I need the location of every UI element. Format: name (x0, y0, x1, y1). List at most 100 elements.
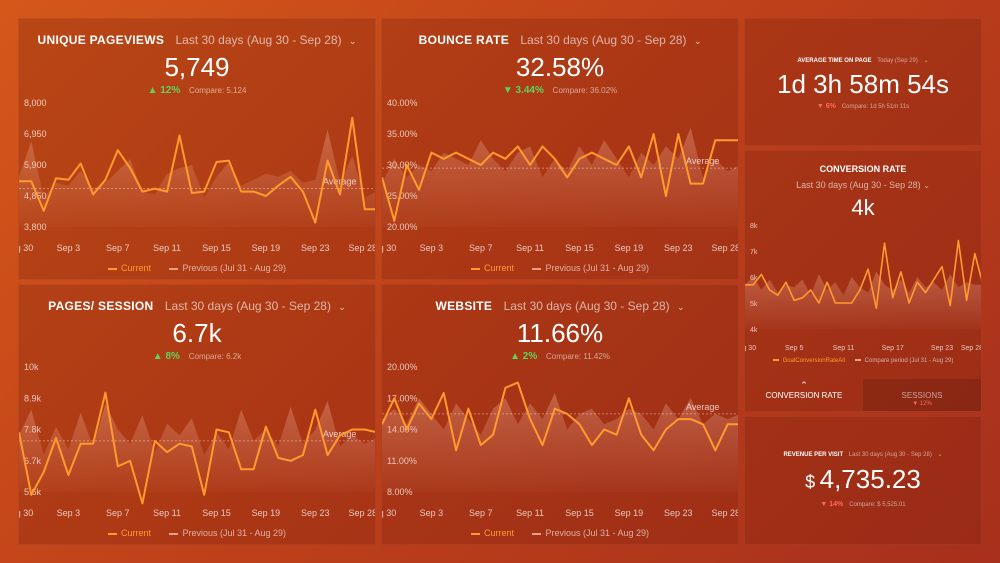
card-title: REVENUE PER VISIT (783, 452, 844, 458)
x-tick-label: Sep 19 (615, 243, 644, 253)
previous-series-area (382, 127, 738, 227)
current-series-line (745, 239, 981, 309)
x-tick-label: Sep 3 (420, 243, 444, 253)
legend-previous[interactable]: Previous (Jul 31 - Aug 29) (169, 528, 286, 538)
chevron-down-icon[interactable]: ⌄ (338, 302, 346, 312)
tab-conversion-rate[interactable]: ⌃ CONVERSION RATE (745, 379, 863, 411)
chevron-down-icon: ⌄ (923, 181, 930, 190)
revenue-per-visit-card: REVENUE PER VISIT Last 30 days (Aug 30 -… (744, 416, 982, 545)
legend-previous[interactable]: Previous (Jul 31 - Aug 29) (169, 263, 286, 273)
down-arrow-icon: ▼ (816, 103, 824, 110)
x-tick-label: Sep 28 (711, 508, 739, 518)
x-tick-label: Aug 30 (19, 243, 33, 253)
chart-legend: Current Previous (Jul 31 - Aug 29) (19, 263, 375, 273)
compare-value: Compare: 6.2k (188, 352, 242, 361)
change-percent: 6% (825, 103, 836, 110)
x-tick-label: Sep 7 (106, 508, 130, 518)
legend-current[interactable]: Current (470, 263, 514, 273)
card-header: AVERAGE TIME ON PAGE Today (Sep 29) ⌄ (745, 57, 981, 64)
current-series-line (19, 391, 375, 505)
average-label: Average (686, 402, 719, 412)
card-title: BOUNCE RATE (418, 33, 510, 47)
y-tick-label: 6,950 (24, 129, 47, 139)
x-tick-label: Sep 7 (469, 508, 493, 518)
period-selector[interactable]: Last 30 days (Aug 30 - Sep 28) (164, 299, 331, 313)
metric-value: 5,749 (164, 52, 230, 82)
tab-sessions[interactable]: SESSIONS ▼ 12% (863, 379, 981, 411)
chevron-down-icon[interactable]: ⌄ (923, 58, 929, 64)
card-title: AVERAGE TIME ON PAGE (797, 58, 872, 64)
legend-current-label: Current (120, 263, 151, 273)
legend-previous-label: Compare period (Jul 31 - Aug 29) (864, 358, 954, 364)
change-percent: 12% (160, 85, 181, 96)
legend-previous-label: Previous (Jul 31 - Aug 29) (545, 263, 650, 273)
x-tick-label: Sep 3 (57, 243, 81, 253)
chevron-down-icon[interactable]: ⌄ (677, 302, 685, 312)
unique-pageviews-card: UNIQUE PAGEVIEWS Last 30 days (Aug 30 - … (18, 18, 376, 280)
up-arrow-icon: ▲ (510, 351, 520, 362)
metric-value-row: $ 4,735.23 (745, 464, 981, 495)
compare-row: ▼ 6% Compare: 1d 5h 51m 11s (745, 103, 981, 110)
legend-current-label: GoalConversionRateAll (782, 358, 845, 364)
y-tick-label: 4k (750, 327, 758, 334)
chevron-down-icon[interactable]: ⌄ (693, 36, 702, 46)
period-selector[interactable]: Last 30 days (Aug 30 - Sep 28) (503, 299, 670, 313)
x-tick-label: Sep 11 (153, 508, 181, 518)
x-tick-label: Aug 30 (382, 508, 396, 518)
x-tick-label: Sep 19 (252, 243, 281, 253)
y-tick-label: 40.00% (387, 98, 418, 108)
legend-current[interactable]: Current (107, 528, 151, 538)
period-selector[interactable]: Last 30 days (Aug 30 - Sep 28) (175, 33, 342, 47)
period-selector[interactable]: Today (Sep 29) (877, 58, 918, 64)
x-tick-label: Sep 3 (420, 508, 444, 518)
x-tick-label: Sep 28 (961, 345, 982, 352)
x-tick-label: Sep 28 (348, 243, 376, 253)
change-percent: 2% (522, 351, 538, 362)
chevron-down-icon[interactable]: ⌄ (937, 452, 943, 458)
y-tick-label: 10k (24, 362, 39, 372)
card-header: UNIQUE PAGEVIEWS Last 30 days (Aug 30 - … (19, 33, 375, 47)
tab-label: SESSIONS (901, 391, 943, 400)
up-arrow-icon: ▲ (147, 85, 158, 96)
legend-current[interactable]: Current (470, 528, 514, 538)
compare-value: Compare: 36.02% (552, 86, 618, 95)
legend-previous[interactable]: Previous (Jul 31 - Aug 29) (532, 263, 649, 273)
x-tick-label: Sep 7 (106, 243, 130, 253)
currency-symbol: $ (805, 472, 816, 492)
website-chart: 20.00%17.00%14.00%11.00%8.00%AverageAug … (382, 362, 739, 518)
x-tick-label: Sep 23 (931, 345, 953, 352)
x-tick-label: Sep 3 (57, 508, 81, 518)
card-title: UNIQUE PAGEVIEWS (37, 33, 165, 47)
tab-change: ▼ 12% (912, 401, 932, 407)
metric-value: 1d 3h 58m 54s (776, 69, 949, 99)
x-tick-label: Sep 28 (348, 508, 376, 518)
tab-label: CONVERSION RATE (765, 391, 843, 400)
legend-previous[interactable]: Compare period (Jul 31 - Aug 29) (854, 358, 954, 364)
chart-legend: Current Previous (Jul 31 - Aug 29) (19, 528, 375, 538)
legend-previous-label: Previous (Jul 31 - Aug 29) (545, 528, 650, 538)
card-title: PAGES/ SESSION (48, 299, 154, 313)
y-tick-label: 30.00% (387, 160, 418, 170)
down-arrow-icon: ▼ (820, 501, 828, 508)
x-tick-label: Sep 23 (664, 243, 693, 253)
y-tick-label: 8,000 (24, 98, 47, 108)
x-tick-label: Sep 5 (785, 345, 803, 352)
compare-row: ▼ 3.44% Compare: 36.02% (382, 85, 738, 96)
legend-current[interactable]: Current (107, 263, 151, 273)
period-selector[interactable]: Last 30 days (Aug 30 - Sep 28) ⌄ (745, 180, 981, 190)
avg-time-card: AVERAGE TIME ON PAGE Today (Sep 29) ⌄ 1d… (744, 18, 982, 146)
previous-series-area (19, 401, 375, 492)
x-tick-label: Sep 7 (469, 243, 493, 253)
change-percent: 14% (829, 501, 844, 508)
legend-current[interactable]: GoalConversionRateAll (772, 358, 845, 364)
average-label: Average (686, 156, 719, 166)
legend-previous[interactable]: Previous (Jul 31 - Aug 29) (532, 528, 649, 538)
period-selector[interactable]: Last 30 days (Aug 30 - Sep 28) (848, 452, 932, 458)
period-selector[interactable]: Last 30 days (Aug 30 - Sep 28) (520, 33, 687, 47)
current-series-line (382, 381, 738, 452)
compare-value: Compare: 1d 5h 51m 11s (841, 104, 910, 110)
card-header: REVENUE PER VISIT Last 30 days (Aug 30 -… (745, 451, 981, 458)
x-tick-label: Sep 11 (516, 508, 544, 518)
conversion-rate-card: CONVERSION RATE Last 30 days (Aug 30 - S… (744, 150, 982, 412)
chevron-down-icon[interactable]: ⌄ (348, 36, 357, 46)
